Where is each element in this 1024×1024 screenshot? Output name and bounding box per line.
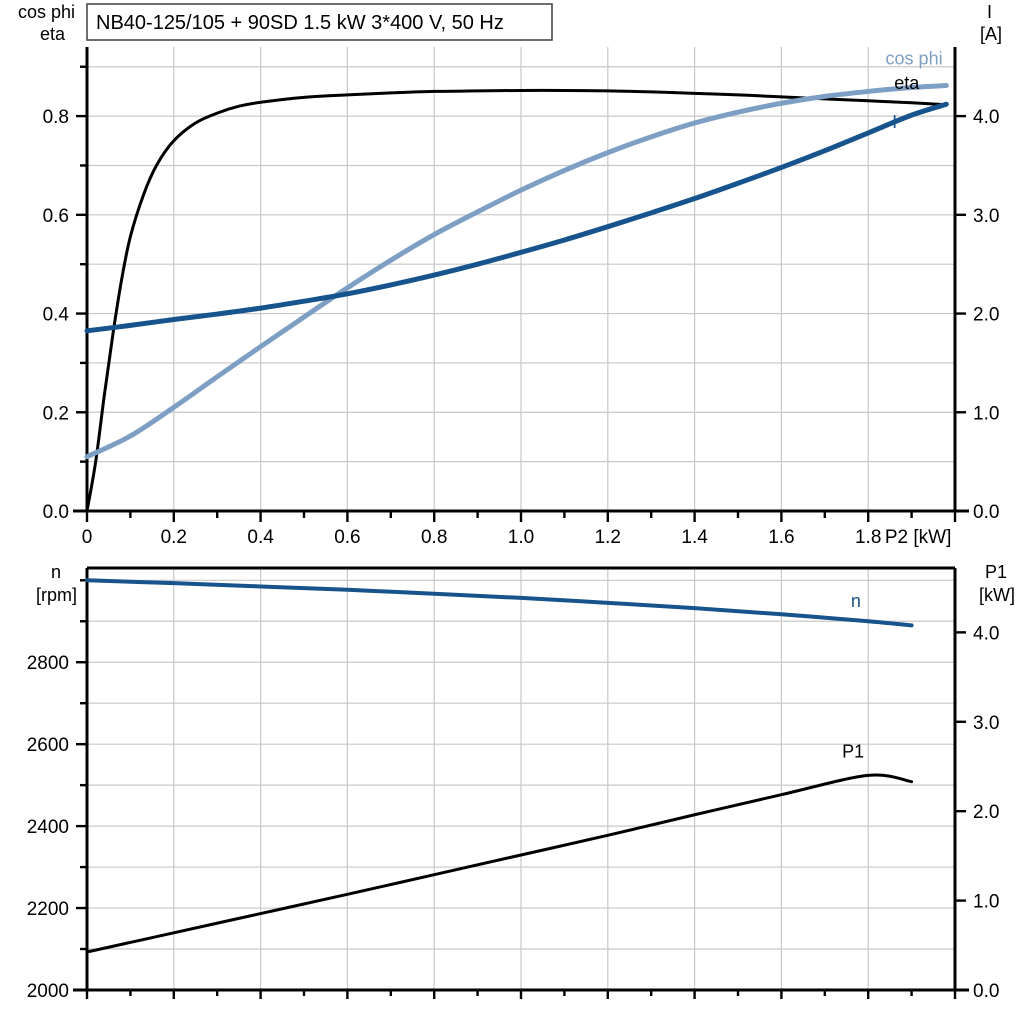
ytick-label-right: 2.0 [973, 802, 999, 823]
xtick-label: 1.0 [508, 527, 534, 548]
yaxis-title-right-line1: I [987, 2, 992, 22]
xaxis-title: P2 [kW] [885, 527, 952, 548]
ytick-label-right: 1.0 [973, 892, 999, 913]
curve-label-i: I [892, 112, 897, 132]
ytick-label-right: 0.0 [973, 502, 999, 523]
ytick-label-left: 0.8 [43, 107, 69, 128]
yaxis-title-right-line2: [A] [980, 24, 1002, 44]
ytick-label-left: 2600 [27, 735, 69, 756]
yaxis-title-left-line2: [rpm] [36, 585, 77, 605]
ytick-label-left: 2400 [27, 817, 69, 838]
ytick-label-right: 2.0 [973, 305, 999, 326]
curve-label-eta: eta [894, 73, 920, 93]
curve-label-p1: P1 [842, 742, 864, 762]
xtick-label: 1.8 [855, 527, 881, 548]
curve-eta [85, 88, 948, 513]
xtick-label: 0.6 [334, 527, 360, 548]
curve-cos-phi [84, 83, 949, 460]
ytick-label-left: 0.0 [43, 502, 69, 523]
ytick-label-left: 2000 [27, 981, 69, 1002]
title-box [86, 3, 553, 41]
chart-title: NB40-125/105 + 90SD 1.5 kW 3*400 V, 50 H… [96, 12, 504, 34]
ytick-label-right: 3.0 [973, 713, 999, 734]
ytick-label-left: 0.6 [43, 206, 69, 227]
xtick-label: 1.2 [595, 527, 621, 548]
ytick-label-right: 4.0 [973, 107, 999, 128]
yaxis-title-left-line1: n [51, 562, 61, 582]
xtick-label: 0.4 [247, 527, 274, 548]
ytick-label-left: 0.4 [43, 305, 70, 326]
yaxis-title-left-line1: cos phi [18, 2, 75, 22]
ytick-label-right: 1.0 [973, 403, 999, 424]
curve-label-cos-phi: cos phi [886, 48, 943, 68]
curve-p1 [85, 773, 914, 954]
ytick-label-left: 2800 [27, 653, 69, 674]
yaxis-title-right-line2: [kW] [979, 585, 1015, 605]
xtick-label: 0.8 [421, 527, 447, 548]
xtick-label: 0 [82, 527, 93, 548]
ytick-label-right: 4.0 [973, 623, 999, 644]
xtick-label: 1.4 [681, 527, 708, 548]
curve-label-n: n [851, 591, 861, 611]
ytick-label-left: 2200 [27, 899, 69, 920]
yaxis-title-right-line1: P1 [985, 562, 1007, 582]
curve-n [85, 578, 914, 628]
ytick-label-right: 0.0 [973, 981, 999, 1002]
xtick-label: 0.2 [161, 527, 187, 548]
ytick-label-right: 3.0 [973, 206, 999, 227]
xtick-label: 1.6 [768, 527, 794, 548]
yaxis-title-left-line2: eta [40, 24, 66, 44]
curve-i [84, 101, 949, 334]
ytick-label-left: 0.2 [43, 403, 69, 424]
